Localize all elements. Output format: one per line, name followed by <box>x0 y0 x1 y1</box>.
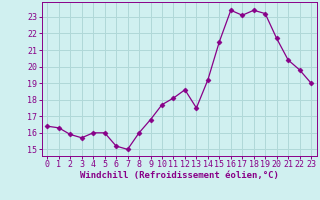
X-axis label: Windchill (Refroidissement éolien,°C): Windchill (Refroidissement éolien,°C) <box>80 171 279 180</box>
